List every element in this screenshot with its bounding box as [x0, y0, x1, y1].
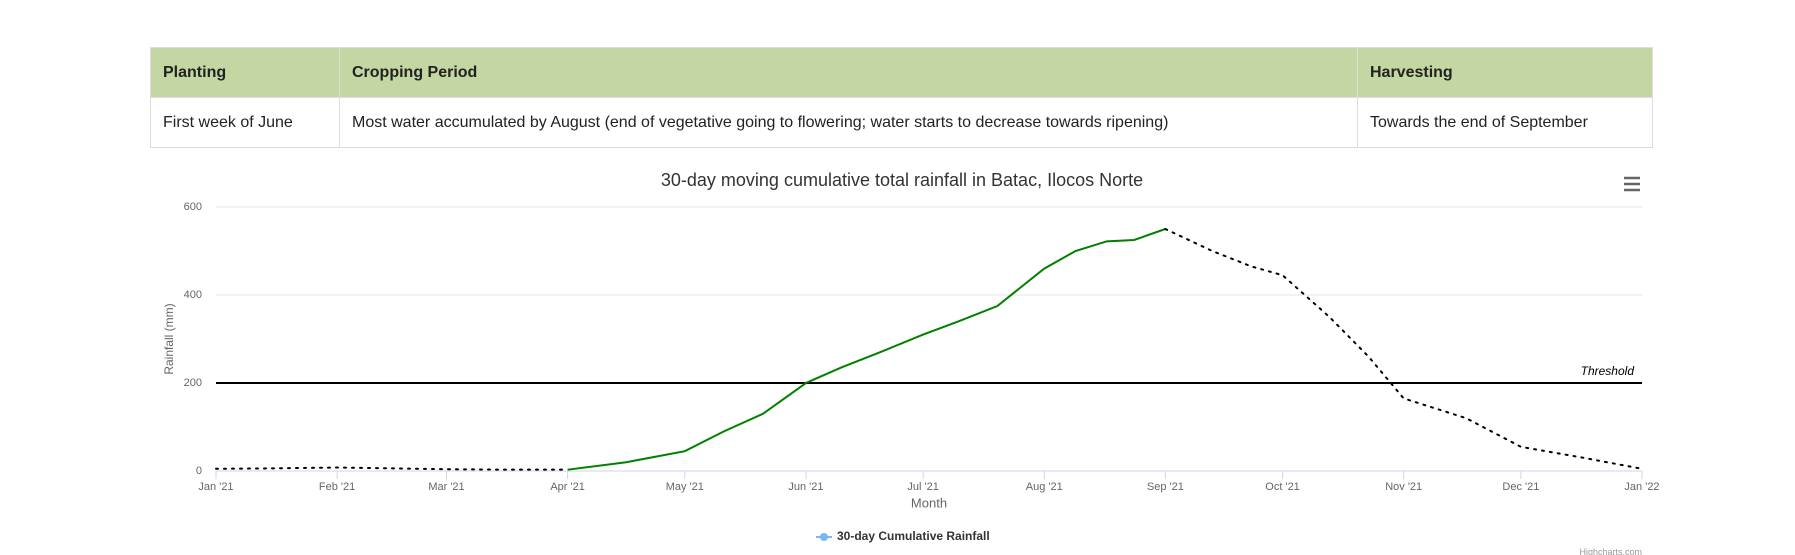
x-tick-label: Aug '21: [1026, 481, 1063, 493]
series-line: [215, 466, 569, 471]
y-tick-label: 200: [184, 377, 202, 389]
series-line: [567, 228, 1166, 471]
header-row: Planting Cropping Period Harvesting: [150, 47, 1653, 98]
x-tick-label: Sep '21: [1147, 481, 1184, 493]
crop-table: Planting Cropping Period Harvesting Firs…: [150, 47, 1653, 148]
x-tick-label: Jun '21: [788, 481, 823, 493]
y-tick-label: 400: [184, 289, 202, 301]
menu-button[interactable]: [1622, 176, 1642, 192]
y-tick-label: 0: [196, 465, 202, 477]
x-tick-label: Dec '21: [1502, 481, 1539, 493]
x-tick-label: Feb '21: [319, 481, 355, 493]
x-tick-label: Apr '21: [550, 481, 585, 493]
x-tick-label: Jan '21: [198, 481, 233, 493]
legend-label: 30-day Cumulative Rainfall: [837, 529, 990, 543]
chart-title: 30-day moving cumulative total rainfall …: [661, 170, 1143, 190]
x-tick-label: Nov '21: [1385, 481, 1422, 493]
cell: Towards the end of September: [1357, 97, 1653, 148]
header-cell: Planting: [150, 47, 340, 98]
cell: First week of June: [150, 97, 340, 148]
x-tick-label: Oct '21: [1265, 481, 1300, 493]
x-tick-label: Mar '21: [428, 481, 464, 493]
credits[interactable]: Highcharts.com: [1579, 547, 1642, 555]
threshold-label: Threshold: [1581, 364, 1635, 378]
x-tick-label: May '21: [666, 481, 704, 493]
legend-marker: [820, 533, 828, 541]
x-tick-label: Jan '22: [1624, 481, 1659, 493]
y-axis-title: Rainfall (mm): [162, 303, 176, 374]
x-axis-title: Month: [911, 495, 947, 510]
x-tick-label: Jul '21: [907, 481, 938, 493]
series-line: [1164, 228, 1643, 470]
body-row: First week of June Most water accumulate…: [150, 97, 1653, 148]
cell: Most water accumulated by August (end of…: [339, 97, 1358, 148]
y-tick-label: 600: [184, 201, 202, 213]
